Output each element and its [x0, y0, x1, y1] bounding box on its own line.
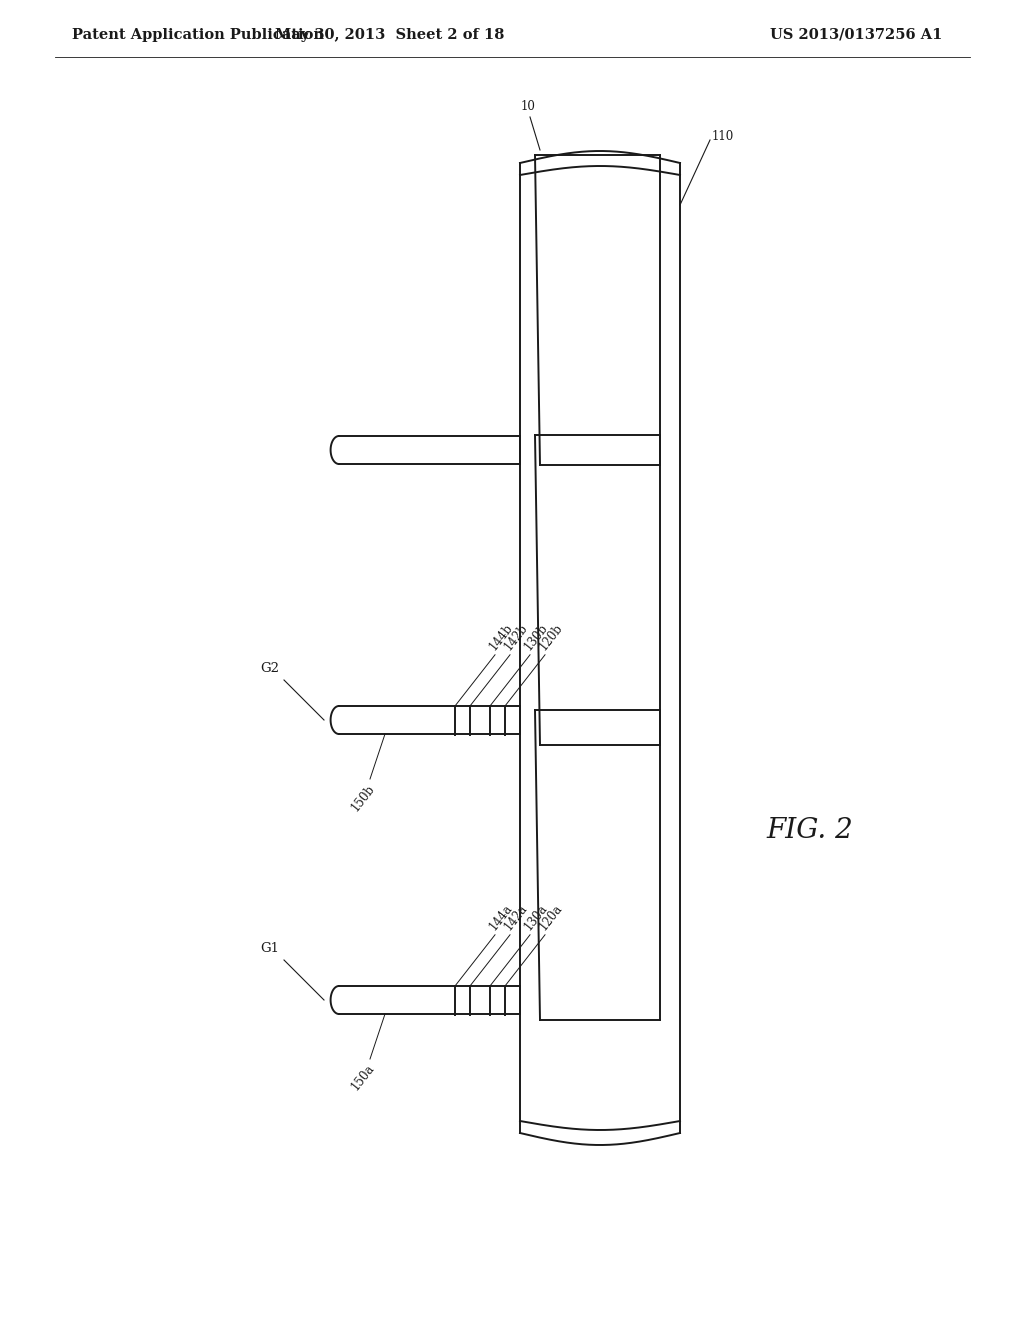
Text: 150b: 150b [348, 781, 377, 813]
Text: 142b: 142b [502, 622, 530, 653]
Text: 110: 110 [712, 131, 734, 144]
Text: 120b: 120b [537, 622, 565, 653]
Text: US 2013/0137256 A1: US 2013/0137256 A1 [770, 28, 942, 42]
Text: May 30, 2013  Sheet 2 of 18: May 30, 2013 Sheet 2 of 18 [275, 28, 505, 42]
Text: 144b: 144b [486, 622, 515, 653]
Text: G2: G2 [260, 663, 279, 675]
Text: G1: G1 [260, 942, 279, 954]
Text: FIG. 2: FIG. 2 [767, 817, 853, 843]
Text: 120a: 120a [537, 902, 565, 933]
Text: 150a: 150a [349, 1063, 377, 1093]
Text: 142a: 142a [502, 902, 530, 933]
Text: Patent Application Publication: Patent Application Publication [72, 28, 324, 42]
Text: 130b: 130b [522, 622, 551, 653]
Text: 130a: 130a [522, 902, 550, 933]
Text: 144a: 144a [486, 902, 515, 933]
Text: 10: 10 [520, 100, 536, 114]
